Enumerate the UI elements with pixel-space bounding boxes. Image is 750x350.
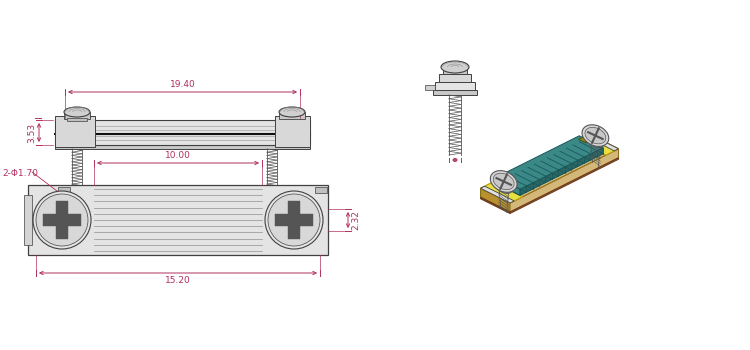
Polygon shape <box>586 134 596 143</box>
Bar <box>28 185 328 255</box>
Polygon shape <box>578 134 596 143</box>
Bar <box>275 116 310 147</box>
Polygon shape <box>577 134 619 155</box>
Polygon shape <box>56 220 68 239</box>
Ellipse shape <box>587 136 604 147</box>
Bar <box>279 112 305 119</box>
Polygon shape <box>287 220 301 239</box>
Ellipse shape <box>585 127 606 144</box>
Ellipse shape <box>441 61 469 73</box>
Ellipse shape <box>64 107 90 117</box>
Polygon shape <box>585 134 619 151</box>
Text: 15.20: 15.20 <box>165 276 190 285</box>
Bar <box>24 195 32 245</box>
Circle shape <box>33 191 91 249</box>
Ellipse shape <box>490 171 517 192</box>
Polygon shape <box>275 214 294 226</box>
Polygon shape <box>481 197 510 214</box>
Polygon shape <box>287 201 301 220</box>
Ellipse shape <box>279 107 305 117</box>
Ellipse shape <box>495 182 512 193</box>
Bar <box>58 187 70 193</box>
Polygon shape <box>481 186 514 203</box>
Polygon shape <box>496 142 603 195</box>
Polygon shape <box>481 182 523 203</box>
Polygon shape <box>481 143 619 212</box>
Text: 10.00: 10.00 <box>165 151 191 160</box>
Text: 2-Φ1.70: 2-Φ1.70 <box>2 168 38 177</box>
Bar <box>433 90 477 95</box>
Bar <box>435 82 475 90</box>
Bar <box>425 85 435 90</box>
Bar <box>55 116 95 147</box>
Circle shape <box>36 194 88 246</box>
Text: 3.53: 3.53 <box>27 122 36 142</box>
Polygon shape <box>496 136 603 189</box>
Bar <box>64 112 90 119</box>
Bar <box>439 74 471 82</box>
Bar <box>443 65 467 74</box>
Polygon shape <box>481 134 619 203</box>
Polygon shape <box>62 214 81 226</box>
Polygon shape <box>294 214 313 226</box>
Circle shape <box>265 191 323 249</box>
Bar <box>55 120 310 145</box>
Circle shape <box>268 194 320 246</box>
Bar <box>315 187 327 193</box>
Polygon shape <box>481 188 510 212</box>
Polygon shape <box>56 201 68 220</box>
Text: 2.32: 2.32 <box>351 210 360 230</box>
Polygon shape <box>44 214 62 226</box>
Text: 19.40: 19.40 <box>170 80 195 89</box>
Polygon shape <box>520 148 603 195</box>
Bar <box>55 145 310 149</box>
Bar <box>67 118 87 121</box>
Ellipse shape <box>582 125 609 146</box>
Polygon shape <box>510 158 619 214</box>
Ellipse shape <box>494 173 514 190</box>
Polygon shape <box>510 149 619 212</box>
